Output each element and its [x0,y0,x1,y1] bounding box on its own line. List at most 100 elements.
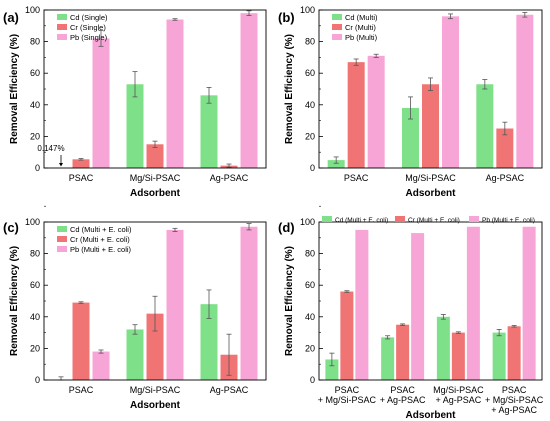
panel-label: (a) [3,10,19,25]
legend-swatch [395,216,405,222]
legend-label: Pb (Multi) [345,33,378,42]
legend-swatch [57,246,67,252]
bar [146,313,164,380]
y-tick-label: 80 [305,249,315,259]
bar [422,84,439,168]
y-tick-label: 60 [30,280,40,290]
panel-label: (c) [3,220,19,235]
y-tick-label: 20 [30,131,40,141]
y-tick-label: 80 [305,37,315,47]
x-tick-label: Ag-PSAC [210,385,249,395]
legend-swatch [332,24,342,30]
x-tick-label: Mg/Si-PSAC [130,173,181,183]
legend-swatch [57,14,67,20]
legend-swatch [469,216,479,222]
x-axis-title: Adsorbent [130,188,181,199]
legend-label: Cr (Single) [70,23,106,32]
bar [200,95,218,168]
legend-swatch [57,236,67,242]
x-tick-label: Ag-PSAC [486,173,525,183]
bar [240,13,258,168]
bar [92,351,110,380]
y-axis-title: Removal Efficiency (%) [9,246,20,356]
x-tick-label: Ag-PSAC [210,173,249,183]
x-axis-title: Adsorbent [406,188,457,199]
bar [327,160,345,168]
y-axis-title: Removal Efficiency (%) [284,34,295,144]
y-tick-label: 100 [300,5,315,15]
legend-label: Cr (Multi + E. coli) [408,217,460,224]
bar [126,329,144,380]
legend-label: Pb (Single) [70,33,108,42]
y-tick-label: 100 [25,5,40,15]
bar [451,332,465,380]
y-tick-label: 0 [35,163,40,173]
bar [166,229,184,380]
y-tick-label: 60 [305,68,315,78]
legend-label: Cd (Single) [70,13,108,22]
bar [340,291,354,380]
bar [442,16,459,168]
legend-swatch [322,216,332,222]
bar [396,324,410,380]
bar [436,316,450,380]
y-axis-title: Removal Efficiency (%) [284,246,295,356]
bar [507,326,521,380]
panel-label: (b) [278,10,295,25]
bar [92,38,110,168]
chart-panel-1: (a) 0 20 40 60 80 100 PSAC Mg/Si-PSAC Ag-PSAC Adso… [3,5,267,199]
annotation-arrowhead [59,163,63,167]
legend-label: Cd (Multi + E. coli) [335,217,388,224]
y-tick-label: 80 [30,37,40,47]
y-tick-label: 100 [25,217,40,227]
y-axis-title: Removal Efficiency (%) [9,34,20,144]
x-tick-label: PSAC [69,173,94,183]
bar [347,62,365,168]
legend-label: Cr (Multi) [345,23,376,32]
x-tick-label: Mg/Si-PSAC + Ag-PSAC [433,385,484,405]
bar [325,359,339,380]
bar [166,19,184,169]
x-tick-label: PSAC + Mg/Si-PSAC + Ag-PSAC [485,385,544,415]
x-tick-label: Mg/Si-PSAC [405,173,456,183]
bar [476,84,494,168]
bar [522,226,536,380]
bar [381,337,395,380]
x-tick-label: PSAC [344,173,369,183]
panel-label: (d) [278,220,295,235]
y-tick-label: 40 [305,100,315,110]
bar [72,302,90,380]
bar [516,14,534,168]
bar [146,144,164,168]
y-tick-label: 20 [305,131,315,141]
bar [126,84,144,168]
chart-panel-2: (b) 0 20 40 60 80 100 PSAC Mg/Si-PSAC Ag-PSAC Adso… [278,5,543,199]
legend-swatch [57,24,67,30]
x-tick-label: PSAC + Mg/Si-PSAC [318,385,377,405]
legend-swatch [57,34,67,40]
bar [367,55,385,168]
x-axis-title: Adsorbent [406,410,457,421]
bar [200,304,218,380]
y-tick-label: 80 [30,249,40,259]
chart-panel-3: (c) 0 20 40 60 80 100 PSAC Mg/Si-PSAC Ag-PSAC Adso… [3,205,267,411]
y-tick-label: 100 [300,217,315,227]
bar [411,233,425,380]
x-tick-label: PSAC [69,385,94,395]
x-tick-label: PSAC + Ag-PSAC [380,385,426,405]
y-tick-label: 0 [310,375,315,385]
legend-label: Pb (Multi + E. coli) [482,217,535,224]
legend-swatch [332,34,342,40]
legend-label: Cr (Multi + E. coli) [70,235,130,244]
bar [496,128,514,168]
bar [355,229,369,380]
annotation-label: 0.147% [37,144,64,153]
y-tick-label: 20 [305,343,315,353]
legend-swatch [332,14,342,20]
bar [466,226,480,380]
y-tick-label: 40 [30,100,40,110]
y-tick-label: 60 [30,68,40,78]
y-tick-label: 0 [35,375,40,385]
